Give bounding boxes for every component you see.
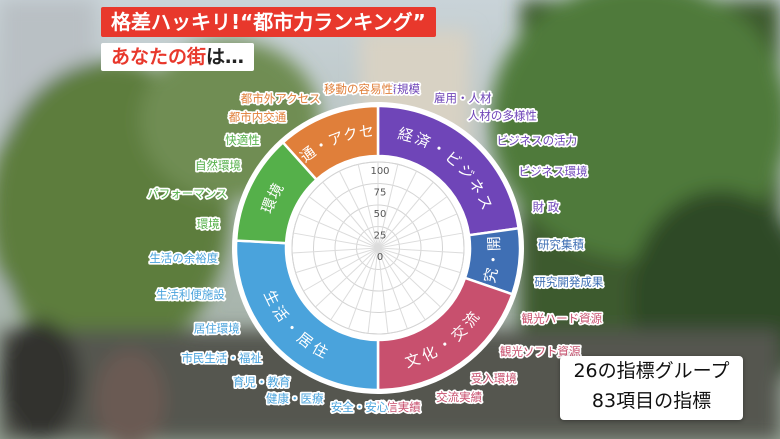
indicator-label: 雇用・人材	[434, 91, 492, 105]
radar-axis-line	[377, 247, 453, 292]
indicator-label: 健康・医療	[266, 391, 324, 405]
radar-axis-line	[377, 213, 458, 249]
radar-axis-line	[322, 181, 379, 249]
indicator-label: 研究集積	[538, 238, 584, 252]
group-segment	[234, 239, 380, 392]
group-label: 交通・アクセス	[0, 0, 376, 166]
indicator-label: 発信実績	[375, 400, 421, 414]
indicator-item-count: 83項目の指標	[591, 390, 712, 412]
radar-scale-label: 25	[374, 231, 387, 242]
radar-axis-line	[330, 247, 379, 321]
radar-axis-line	[295, 247, 379, 274]
radar-axis-line	[377, 164, 399, 249]
radar-axis-line	[298, 213, 379, 249]
radar-axis-line	[377, 196, 448, 249]
radar-scale-label: 75	[374, 188, 387, 199]
radar-axis-line	[377, 247, 464, 254]
radar-axis-line	[315, 247, 379, 308]
radar-axis-line	[367, 247, 379, 334]
radar-axis-line	[377, 247, 408, 329]
indicator-label: 人材の多様性	[468, 109, 537, 123]
indicator-label: 経済規模	[374, 82, 420, 96]
indicator-label: 生活利便施設	[156, 288, 225, 302]
indicator-label: 都市内交通	[229, 110, 287, 124]
indicator-label: 都市外アクセス	[241, 92, 321, 106]
indicator-label: 観光ハード資源	[522, 311, 603, 325]
radar-axis-line	[303, 247, 379, 292]
indicator-label: 研究開発成果	[534, 275, 603, 289]
indicator-label: 自然環境	[195, 158, 241, 172]
radar-axis-line	[348, 247, 379, 329]
subheadline-text: あなたの街	[111, 46, 207, 68]
indicator-label: 市民生活・福祉	[181, 351, 262, 365]
indicator-label: 生活の余裕度	[149, 251, 218, 265]
indicator-label: 観光ソフト資源	[500, 344, 581, 358]
indicator-label: ビジネスの活力	[497, 134, 578, 148]
radar-axis-line	[377, 247, 441, 308]
subheadline-suffix: は…	[206, 46, 245, 68]
indicator-label: 快適性	[225, 133, 260, 147]
indicator-label: 交流実績	[436, 390, 482, 404]
radar-axis-line	[377, 247, 426, 321]
radar-axis-line	[338, 170, 379, 249]
radar-scale-label: 100	[370, 166, 389, 177]
radar-axis-line	[377, 181, 434, 249]
radar-axis-line	[292, 247, 379, 254]
radar-scale-label: 50	[374, 209, 387, 220]
indicator-label: 居住環境	[194, 322, 240, 336]
radar-axis-line	[293, 232, 379, 249]
radar-axis-line	[357, 164, 379, 249]
indicator-label: 環境	[197, 217, 220, 231]
indicator-label: パフォーマンス	[147, 187, 227, 201]
radar-axis-line	[308, 196, 379, 249]
indicator-label: 受入環境	[471, 371, 517, 385]
radar-axis-line	[377, 170, 418, 249]
radar-axis-line	[377, 247, 461, 274]
group-segment	[281, 104, 380, 182]
radar-scale-label: 0	[377, 252, 383, 263]
indicator-group-count: 26の指標グループ	[573, 360, 730, 382]
indicator-label: 安全・安心	[331, 400, 389, 414]
radar-axis-line	[377, 247, 389, 334]
indicator-label: 移動の容易性	[324, 82, 393, 96]
indicator-label: 財 政	[533, 200, 560, 214]
indicator-label: ビジネス環境	[519, 165, 588, 179]
indicator-label: 育児・教育	[233, 375, 291, 389]
headline-banner: 格差ハッキリ!“都市力ランキング”	[101, 7, 436, 37]
indicator-count-box: 26の指標グループ 83項目の指標	[560, 356, 743, 420]
subheadline-banner: あなたの街は…	[101, 43, 255, 71]
radar-axis-line	[377, 232, 463, 249]
